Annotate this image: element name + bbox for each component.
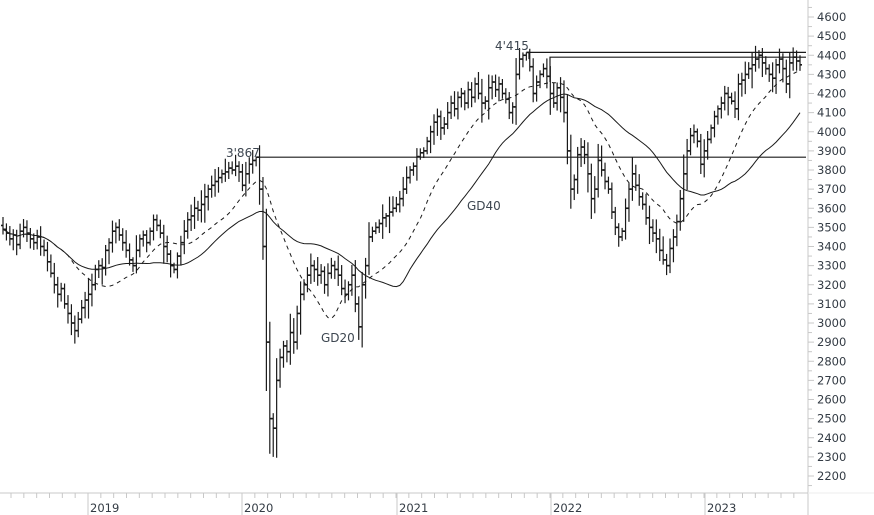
- gd40-line: [2, 93, 801, 288]
- y-tick-label: 4200: [817, 87, 846, 101]
- y-tick-label: 2800: [817, 354, 846, 368]
- resistance-lines: [260, 51, 806, 158]
- y-axis: 2200 2300 2400 2500 2600 2700 2800 2900 3000 3100…: [807, 0, 846, 515]
- y-tick-label: 4100: [817, 106, 846, 120]
- y-tick-label: 3200: [817, 278, 846, 292]
- x-tick-label: 2021: [399, 501, 428, 515]
- gd20-label: GD20: [321, 331, 355, 345]
- y-tick-label: 3900: [817, 144, 846, 158]
- y-tick-label: 4000: [817, 125, 846, 139]
- y-tick-label: 3300: [817, 259, 846, 273]
- y-tick-label: 4400: [817, 48, 846, 62]
- y-tick-label: 2600: [817, 393, 846, 407]
- y-tick-label: 2200: [817, 469, 846, 483]
- y-tick-label: 3600: [817, 201, 846, 215]
- y-tick-label: 3700: [817, 182, 846, 196]
- gd40-label: GD40: [467, 199, 501, 213]
- x-tick-label: 2022: [553, 501, 582, 515]
- y-tick-label: 4600: [817, 10, 846, 24]
- plot-area: [1, 45, 806, 458]
- y-tick-label: 2700: [817, 373, 846, 387]
- y-tick-label: 2300: [817, 450, 846, 464]
- y-tick-label: 3800: [817, 163, 846, 177]
- price-bars: [1, 45, 802, 458]
- annotations: 3'867 4'415 GD20 GD40: [226, 39, 529, 345]
- peak-label-2021: 4'415: [495, 39, 529, 53]
- y-tick-label: 3500: [817, 220, 846, 234]
- gd20-line: [2, 69, 801, 320]
- y-tick-label: 2500: [817, 412, 846, 426]
- y-tick-label: 3100: [817, 297, 846, 311]
- x-tick-label: 2019: [90, 501, 119, 515]
- y-tick-label: 4300: [817, 67, 846, 81]
- y-tick-label: 2900: [817, 335, 846, 349]
- y-tick-label: 4500: [817, 29, 846, 43]
- x-tick-label: 2020: [244, 501, 273, 515]
- y-tick-label: 2400: [817, 431, 846, 445]
- y-tick-label: 3000: [817, 316, 846, 330]
- x-axis: 2019 2020 2021 2022 2023: [0, 492, 874, 515]
- y-tick-label: 3400: [817, 240, 846, 254]
- peak-label-2020: 3'867: [226, 146, 260, 160]
- x-tick-label: 2023: [707, 501, 736, 515]
